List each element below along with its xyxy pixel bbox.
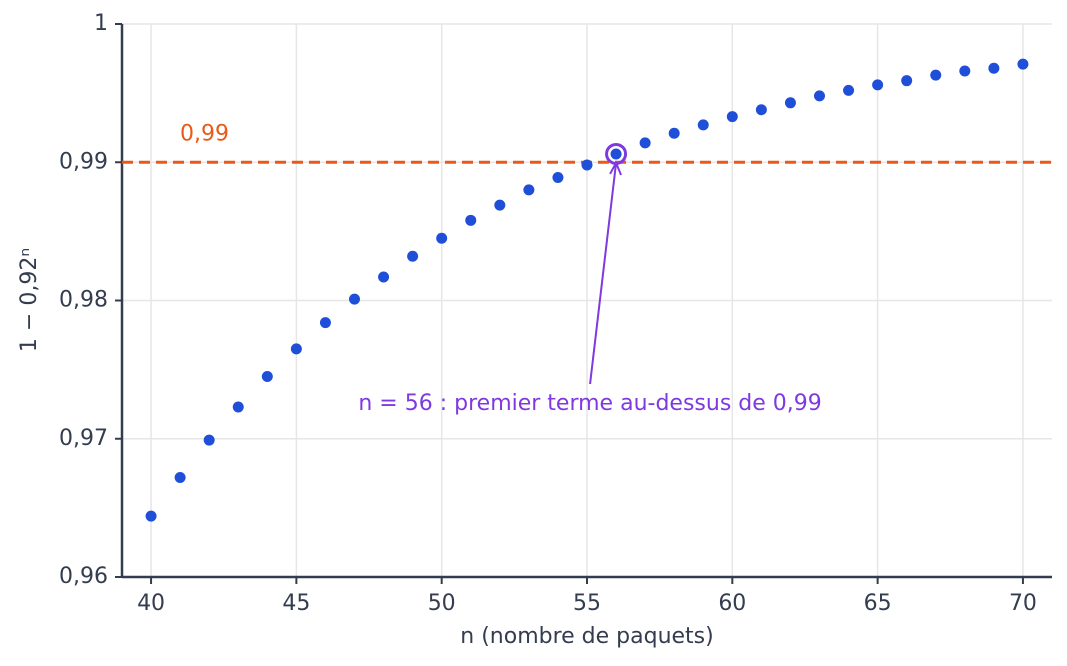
point <box>232 401 244 413</box>
point <box>726 111 738 123</box>
point <box>407 250 419 262</box>
point <box>784 97 796 109</box>
point <box>988 62 1000 74</box>
x-tick-label: 65 <box>864 591 892 616</box>
point <box>349 293 360 305</box>
y-axis-label: 1 − 0,92ⁿ <box>17 248 42 352</box>
point <box>261 371 273 383</box>
point <box>494 199 506 211</box>
point <box>697 119 709 131</box>
point <box>610 148 622 160</box>
point <box>581 159 593 171</box>
point <box>552 171 564 183</box>
point <box>1017 58 1029 70</box>
y-tick-label: 0,97 <box>59 426 108 451</box>
point <box>203 434 215 446</box>
x-tick-label: 45 <box>282 591 310 616</box>
point <box>901 75 913 87</box>
point <box>319 317 331 329</box>
x-tick-label: 50 <box>428 591 456 616</box>
point <box>930 69 942 81</box>
point <box>639 137 651 149</box>
point <box>872 79 884 91</box>
y-tick-label: 0,98 <box>59 288 108 313</box>
point <box>843 84 855 96</box>
point <box>814 90 825 102</box>
point <box>378 271 390 283</box>
y-tick-label: 0,99 <box>59 149 108 174</box>
annotation-arrow <box>589 162 618 385</box>
point <box>465 214 477 226</box>
x-axis-label: n (nombre de paquets) <box>460 624 713 649</box>
point <box>959 65 971 77</box>
reference-label: 0,99 <box>180 121 229 146</box>
point <box>523 184 535 196</box>
point <box>436 232 448 244</box>
arrow-head <box>609 160 622 176</box>
x-tick-label: 40 <box>137 591 165 616</box>
x-tick-label: 70 <box>1009 591 1037 616</box>
y-tick-label: 1 <box>94 11 108 36</box>
point <box>145 510 157 522</box>
point <box>290 343 302 355</box>
point <box>668 127 680 139</box>
point <box>755 104 767 116</box>
point <box>174 471 186 483</box>
annotation-text: n = 56 : premier terme au-dessus de 0,99 <box>358 391 821 416</box>
x-tick-label: 60 <box>718 591 746 616</box>
x-tick-label: 55 <box>573 591 601 616</box>
y-tick-label: 0,96 <box>59 564 108 589</box>
